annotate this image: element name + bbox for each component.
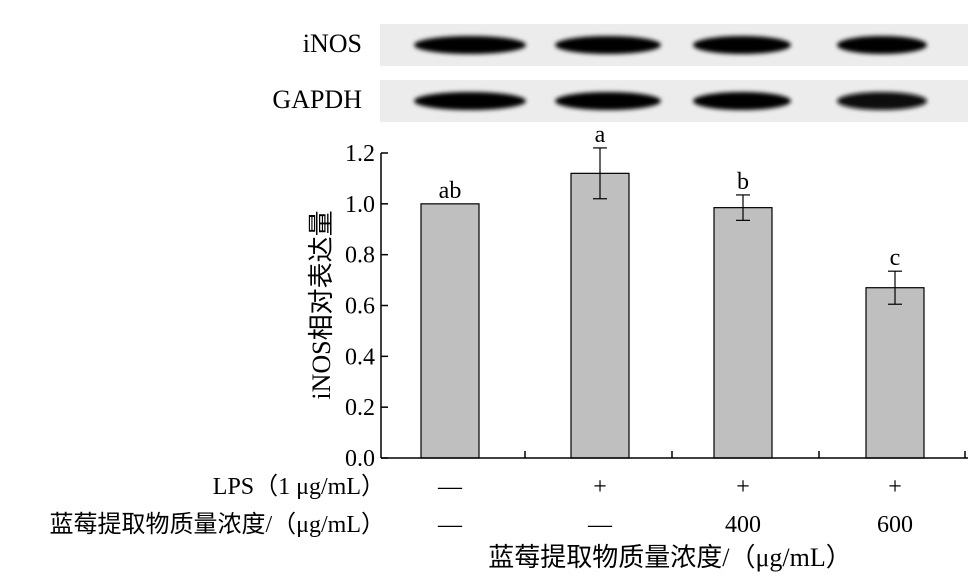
blot-panel-gapdh: GAPDH [272,80,968,122]
y-axis-ticks: 0.0 0.2 0.4 0.6 0.8 1.0 1.2 [345,141,388,472]
significance-label: a [595,122,606,148]
condition-label-extract: 蓝莓提取物质量浓度/（μg/mL） [49,511,385,538]
blot-label-gapdh: GAPDH [272,85,362,114]
condition-value: — [437,512,463,538]
y-tick-label: 0.0 [345,446,375,472]
error-bar [888,270,902,305]
blot-band [693,92,791,110]
condition-value: — [437,474,463,500]
blot-label-inos: iNOS [303,29,362,58]
condition-value: — [587,512,613,538]
y-tick-label: 0.2 [345,395,375,421]
condition-value: 400 [725,512,761,538]
significance-label: b [737,169,749,195]
y-axis-label: iNOS相对表达量 [307,210,336,399]
y-tick-label: 0.4 [345,344,375,370]
condition-value: + [593,474,607,500]
blot-bands-inos [414,36,927,54]
y-tick-label: 0.8 [345,243,375,269]
condition-value: + [736,474,750,500]
y-tick-label: 1.0 [345,192,375,218]
blot-band [414,36,526,54]
bar [865,287,925,459]
blot-band [693,36,791,54]
condition-value: + [888,474,902,500]
x-axis-ticks [524,451,966,458]
condition-label-lps: LPS（1 μg/mL） [213,474,385,500]
significance-label: ab [439,178,462,204]
blot-panel-inos: iNOS [303,24,968,66]
blot-band [837,92,927,110]
bar [420,203,480,459]
condition-value: 600 [877,512,913,538]
y-tick-label: 1.2 [345,141,375,167]
blot-band [837,36,927,54]
blot-band [555,92,661,110]
bar [713,207,773,459]
blot-band [555,36,661,54]
error-bar [593,147,607,200]
x-axis-label: 蓝莓提取物质量浓度/（μg/mL） [488,543,852,572]
blot-band [414,92,526,110]
condition-values: — + + + — — 400 600 [437,474,913,538]
y-tick-label: 0.6 [345,294,375,320]
blot-bands-gapdh [414,92,927,110]
bar [570,172,630,459]
significance-label: c [890,245,901,271]
error-bar [736,194,750,221]
